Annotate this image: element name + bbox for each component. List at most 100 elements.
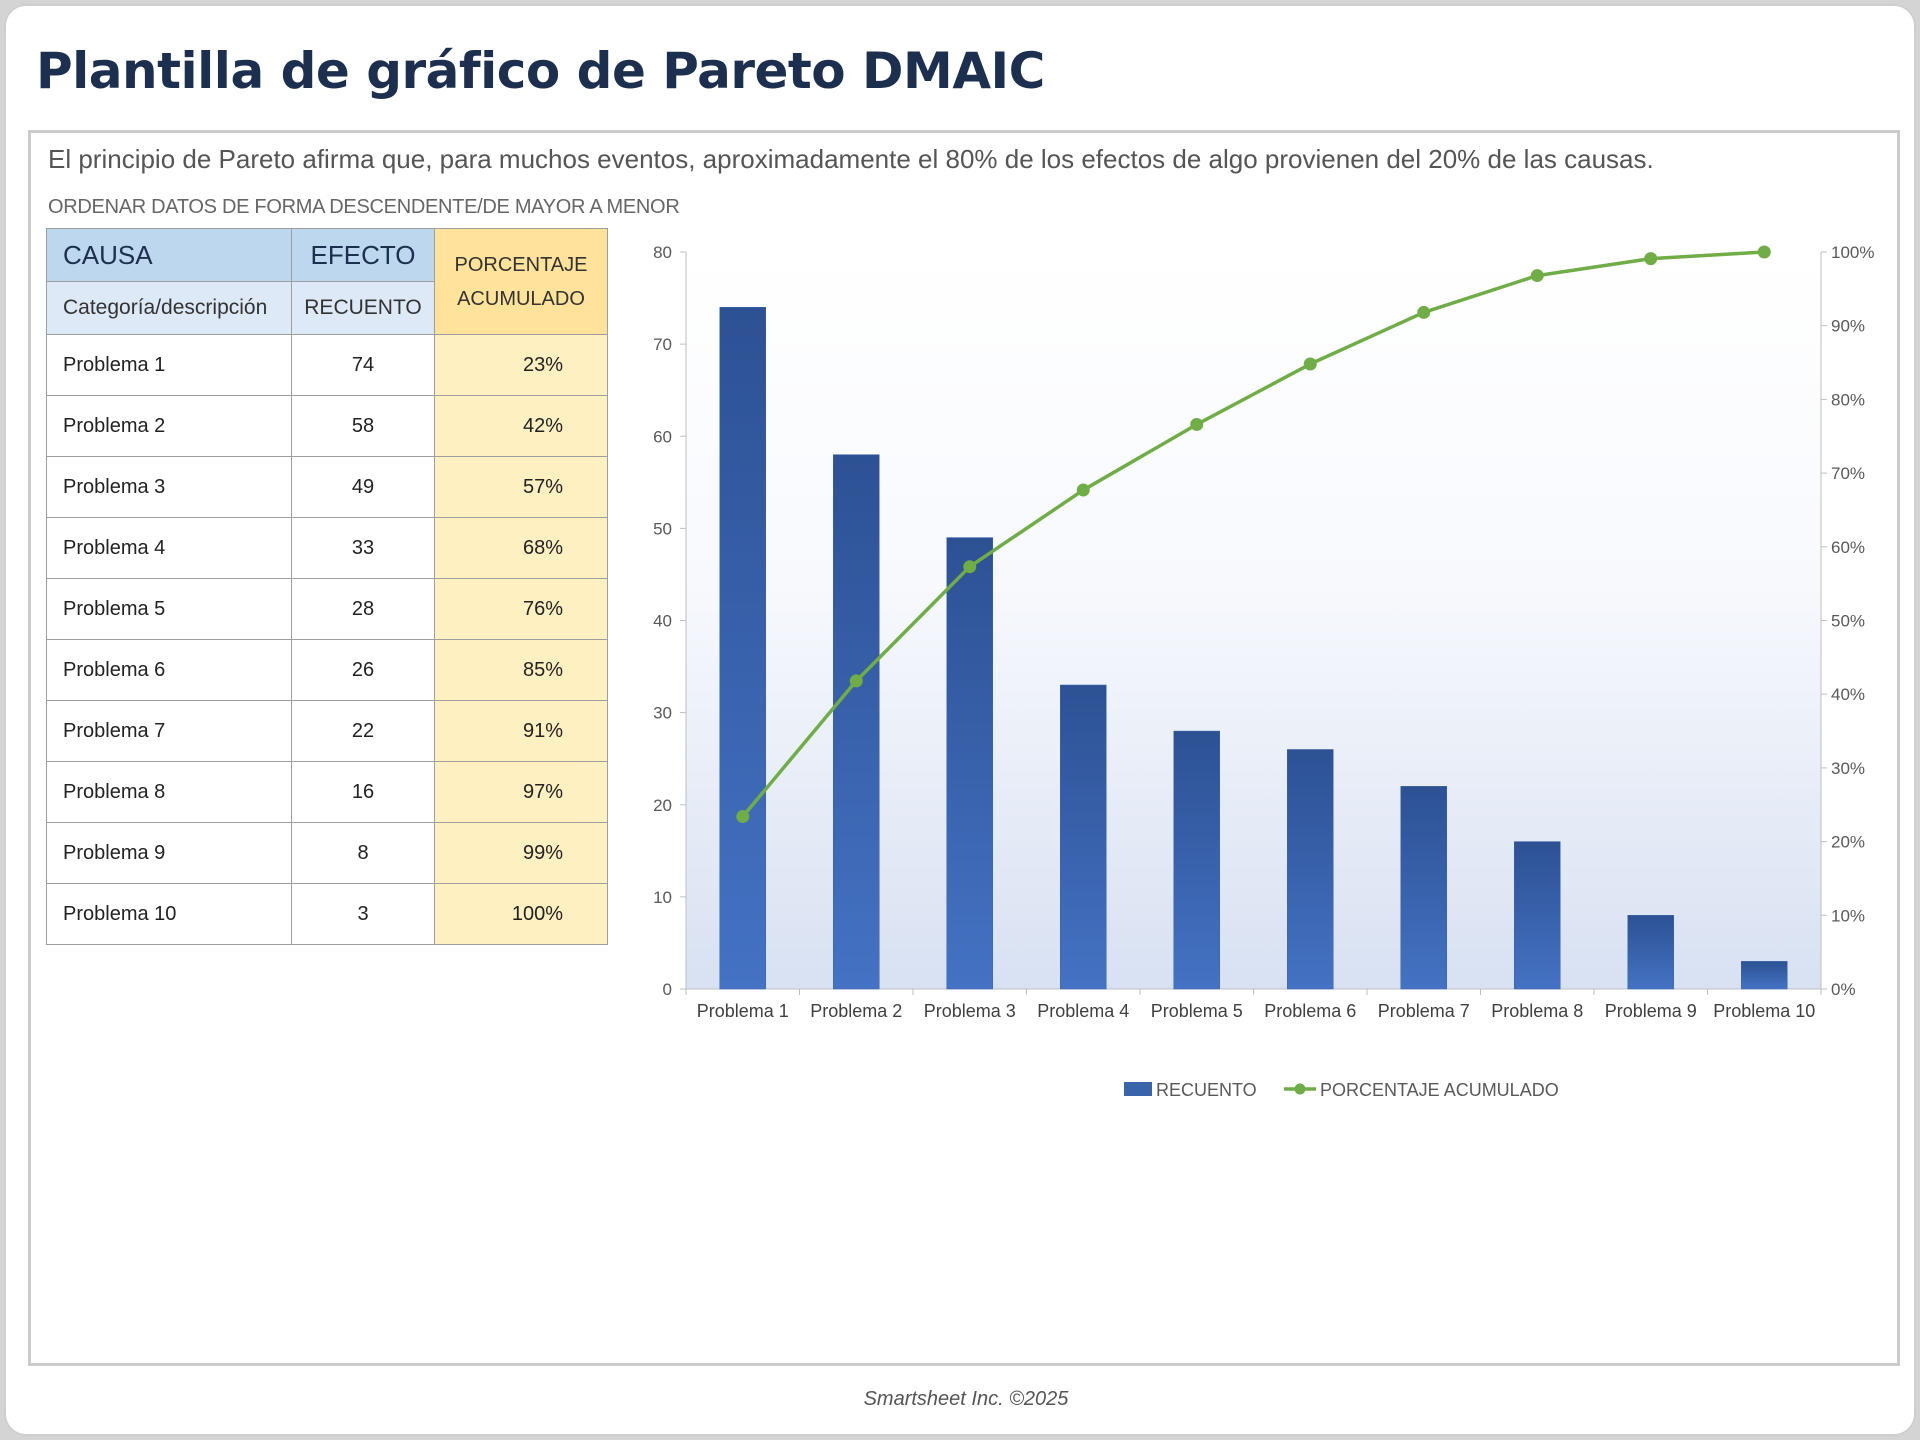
cell-cumulative-percent: 42% — [434, 395, 608, 457]
cumulative-point — [963, 560, 977, 574]
cell-cause[interactable]: Problema 5 — [46, 578, 292, 640]
right-tick-label: 50% — [1831, 612, 1865, 631]
header-cause: CAUSA — [46, 228, 292, 282]
cell-count[interactable]: 16 — [291, 761, 435, 823]
header-effect: EFECTO — [291, 228, 435, 282]
right-tick-label: 0% — [1831, 980, 1856, 999]
table-row: Problema 2 58 42% — [46, 395, 608, 457]
legend-bar-label: RECUENTO — [1156, 1080, 1257, 1100]
x-tick-label: Problema 5 — [1151, 1001, 1243, 1021]
bar — [719, 307, 766, 990]
cell-cumulative-percent: 91% — [434, 700, 608, 762]
footer-copyright: Smartsheet Inc. ©2025 — [863, 1388, 1069, 1410]
cell-count[interactable]: 28 — [291, 578, 435, 640]
cell-cumulative-percent: 85% — [434, 639, 608, 701]
header-effect-sub: RECUENTO — [291, 281, 435, 335]
cell-cause[interactable]: Problema 7 — [46, 700, 292, 762]
right-tick-label: 10% — [1831, 906, 1865, 925]
bar — [1627, 915, 1674, 990]
x-tick-label: Problema 9 — [1605, 1001, 1697, 1021]
cumulative-line — [741, 250, 1765, 818]
header-pct-line2: ACUMULADO — [457, 287, 585, 310]
cell-count[interactable]: 3 — [291, 883, 435, 945]
right-tick-label: 60% — [1831, 538, 1865, 557]
table-row: Problema 3 49 57% — [46, 456, 608, 518]
cell-cause[interactable]: Problema 4 — [46, 517, 292, 579]
cumulative-point — [1076, 483, 1090, 497]
sort-note: ORDENAR DATOS DE FORMA DESCENDENTE/DE MA… — [48, 196, 680, 218]
right-tick-label: 80% — [1831, 390, 1865, 409]
cell-count[interactable]: 33 — [291, 517, 435, 579]
bar — [1400, 786, 1447, 990]
cell-cause[interactable]: Problema 10 — [46, 883, 292, 945]
cell-cause[interactable]: Problema 9 — [46, 822, 292, 884]
x-tick-label: Problema 4 — [1037, 1001, 1129, 1021]
left-tick-label: 10 — [653, 888, 672, 907]
right-tick-label: 40% — [1831, 685, 1865, 704]
cell-cause[interactable]: Problema 1 — [46, 334, 292, 396]
page-title: Plantilla de gráfico de Pareto DMAIC — [36, 42, 1045, 100]
left-tick-label: 60 — [653, 427, 672, 446]
table-row: Problema 9 8 99% — [46, 822, 608, 884]
cell-cumulative-percent: 97% — [434, 761, 608, 823]
bar — [1287, 749, 1334, 990]
table-row: Problema 5 28 76% — [46, 578, 608, 640]
cell-cause[interactable]: Problema 8 — [46, 761, 292, 823]
right-tick-label: 100% — [1831, 243, 1874, 262]
table-row: Problema 4 33 68% — [46, 517, 608, 579]
table-row: Problema 1 74 23% — [46, 334, 608, 396]
pareto-table: CAUSA EFECTO PORCENTAJE ACUMULADO Catego… — [46, 228, 608, 945]
cell-count[interactable]: 8 — [291, 822, 435, 884]
cell-count[interactable]: 22 — [291, 700, 435, 762]
cell-cumulative-percent: 99% — [434, 822, 608, 884]
x-tick-label: Problema 1 — [697, 1001, 789, 1021]
bar — [1173, 730, 1220, 990]
pareto-chart: 0 10 20 30 40 50 60 70 80 0% 10% 20% 30% 40% 50% 60% 70%… — [653, 243, 1874, 1100]
cell-cumulative-percent: 23% — [434, 334, 608, 396]
cell-cumulative-percent: 57% — [434, 456, 608, 518]
cell-cause[interactable]: Problema 6 — [46, 639, 292, 701]
cumulative-point — [1644, 252, 1658, 266]
cell-count[interactable]: 49 — [291, 456, 435, 518]
cell-count[interactable]: 74 — [291, 334, 435, 396]
cell-cumulative-percent: 76% — [434, 578, 608, 640]
cumulative-point — [1190, 417, 1204, 431]
left-tick-label: 80 — [653, 243, 672, 262]
cell-count[interactable]: 26 — [291, 639, 435, 701]
intro-text: El principio de Pareto afirma que, para … — [48, 144, 1654, 174]
header-cumulative-percent: PORCENTAJE ACUMULADO — [434, 228, 608, 335]
right-tick-label: 20% — [1831, 833, 1865, 852]
cumulative-point — [1417, 305, 1431, 319]
legend-bar-swatch — [1124, 1082, 1152, 1096]
x-tick-label: Problema 10 — [1713, 1001, 1815, 1021]
cumulative-point — [1757, 245, 1771, 259]
bar — [833, 454, 880, 990]
left-tick-label: 0 — [663, 980, 672, 999]
legend-line-marker — [1294, 1083, 1306, 1095]
right-tick-label: 30% — [1831, 759, 1865, 778]
cell-cause[interactable]: Problema 3 — [46, 456, 292, 518]
left-tick-label: 70 — [653, 335, 672, 354]
cumulative-point — [849, 674, 863, 688]
right-tick-label: 90% — [1831, 317, 1865, 336]
bar — [1514, 841, 1561, 990]
cumulative-point — [736, 810, 750, 824]
cell-count[interactable]: 58 — [291, 395, 435, 457]
bar — [1060, 684, 1107, 990]
left-tick-label: 20 — [653, 796, 672, 815]
x-tick-label: Problema 6 — [1264, 1001, 1356, 1021]
cumulative-point — [1530, 269, 1544, 283]
table-row: Problema 8 16 97% — [46, 761, 608, 823]
bar — [946, 537, 993, 990]
cell-cumulative-percent: 100% — [434, 883, 608, 945]
left-tick-label: 50 — [653, 519, 672, 538]
app-frame: Plantilla de gráfico de Pareto DMAIC El … — [4, 4, 1916, 1436]
cell-cause[interactable]: Problema 2 — [46, 395, 292, 457]
x-tick-label: Problema 2 — [810, 1001, 902, 1021]
table-row: Problema 6 26 85% — [46, 639, 608, 701]
x-tick-label: Problema 7 — [1378, 1001, 1470, 1021]
cell-cumulative-percent: 68% — [434, 517, 608, 579]
x-tick-label: Problema 3 — [924, 1001, 1016, 1021]
left-tick-label: 30 — [653, 704, 672, 723]
left-tick-label: 40 — [653, 612, 672, 631]
